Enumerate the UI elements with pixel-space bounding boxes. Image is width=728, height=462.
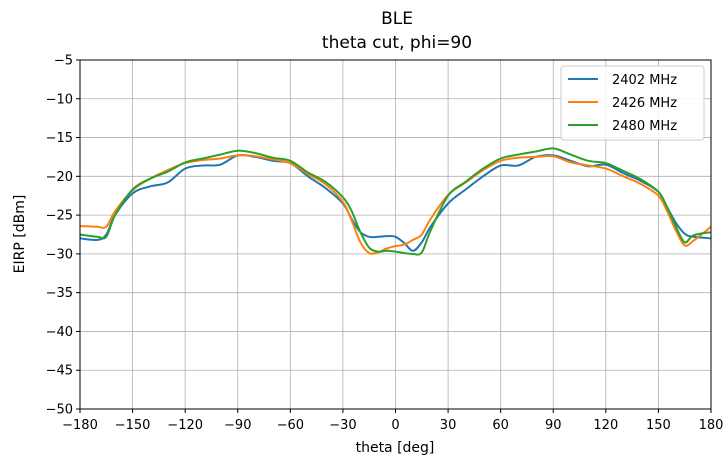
chart-title: BLE [381,9,413,29]
series-line-1 [79,153,712,252]
x-tick-label: 30 [440,418,457,433]
legend-label: 2480 MHz [612,119,677,134]
legend-box [560,65,705,141]
x-tick-label: 120 [593,418,618,433]
y-tick-label: −20 [46,170,73,185]
y-tick-label: −30 [46,247,73,262]
y-axis-label: EIRP [dBm] [12,195,28,274]
series-line-3 [79,147,712,256]
y-axis: −50 −45 −40 −35 −30 −25 −20 −15 −10 −5 [46,54,80,418]
x-tick-label: −60 [277,418,304,433]
series-lines [79,147,712,256]
x-tick-label: 180 [699,418,724,433]
legend-label: 2426 MHz [612,96,677,111]
x-tick-label: 60 [492,418,509,433]
x-tick-label: 90 [545,418,562,433]
y-tick-label: −40 [46,325,73,340]
y-tick-label: −5 [54,54,73,69]
x-tick-label: −90 [224,418,251,433]
chart-subtitle: theta cut, phi=90 [322,33,472,53]
x-tick-label: 150 [646,418,671,433]
y-tick-label: −10 [46,92,73,107]
x-tick-label: 0 [391,418,399,433]
y-tick-label: −45 [46,364,73,379]
x-tick-label: −180 [62,418,98,433]
y-tick-label: −15 [46,131,73,146]
x-axis-label: theta [deg] [356,440,435,456]
x-axis: −180 −150 −120 −90 −60 −30 0 30 60 90 120 150 180 [62,409,723,433]
legend-label: 2402 MHz [612,73,677,88]
y-tick-label: −35 [46,286,73,301]
y-tick-label: −50 [46,403,73,418]
legend: 2402 MHz 2426 MHz 2480 MHz [560,65,705,141]
x-tick-label: −120 [167,418,203,433]
y-tick-label: −25 [46,209,73,224]
x-tick-label: −150 [115,418,151,433]
x-tick-label: −30 [329,418,356,433]
